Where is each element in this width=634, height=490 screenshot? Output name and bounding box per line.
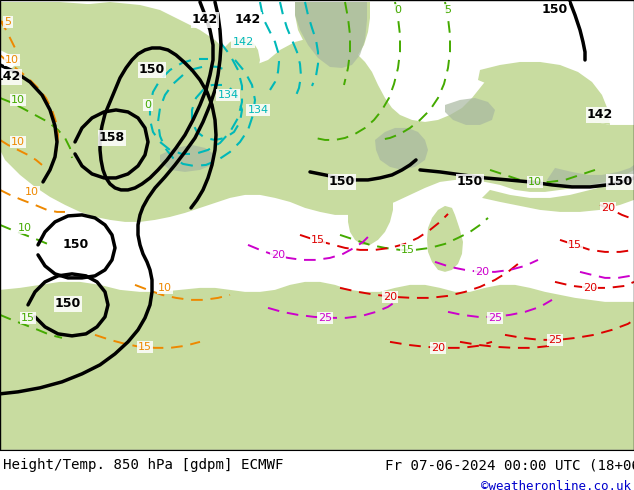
Polygon shape <box>445 98 495 125</box>
Text: 134: 134 <box>247 105 269 115</box>
Text: 150: 150 <box>139 64 165 76</box>
Polygon shape <box>105 128 193 210</box>
Polygon shape <box>427 206 463 272</box>
Polygon shape <box>295 2 367 68</box>
Polygon shape <box>478 62 610 125</box>
Polygon shape <box>0 282 634 450</box>
Text: 20: 20 <box>271 250 285 260</box>
Text: 0: 0 <box>394 5 401 15</box>
Text: 15: 15 <box>568 240 582 250</box>
Text: 142: 142 <box>192 14 218 26</box>
Polygon shape <box>482 180 634 212</box>
Text: 5: 5 <box>444 5 451 15</box>
Text: Fr 07-06-2024 00:00 UTC (18+06): Fr 07-06-2024 00:00 UTC (18+06) <box>385 458 634 472</box>
Polygon shape <box>375 128 428 170</box>
Text: 142: 142 <box>235 14 261 26</box>
Text: ©weatheronline.co.uk: ©weatheronline.co.uk <box>481 480 631 490</box>
Polygon shape <box>0 2 100 60</box>
Text: 10: 10 <box>158 283 172 293</box>
Text: 25: 25 <box>318 313 332 323</box>
Text: 20: 20 <box>431 343 445 353</box>
Text: 150: 150 <box>607 175 633 189</box>
Text: 25: 25 <box>548 335 562 345</box>
Text: 150: 150 <box>63 239 89 251</box>
Text: 150: 150 <box>457 175 483 189</box>
Text: 20: 20 <box>583 283 597 293</box>
Text: 158: 158 <box>99 131 125 145</box>
Text: 15: 15 <box>21 313 35 323</box>
Text: 142: 142 <box>587 108 613 122</box>
Text: 20: 20 <box>601 203 615 213</box>
Text: 15: 15 <box>401 245 415 255</box>
Polygon shape <box>348 160 393 245</box>
Text: 5: 5 <box>4 17 11 27</box>
Text: Height/Temp. 850 hPa [gdpm] ECMWF: Height/Temp. 850 hPa [gdpm] ECMWF <box>3 458 283 472</box>
Text: 20: 20 <box>383 292 397 302</box>
Text: 142: 142 <box>233 37 254 47</box>
Polygon shape <box>547 165 634 188</box>
Text: 15: 15 <box>138 342 152 352</box>
Text: 10: 10 <box>528 177 542 187</box>
Text: 10: 10 <box>5 55 19 65</box>
Text: 15: 15 <box>311 235 325 245</box>
Polygon shape <box>210 38 260 90</box>
Text: 150: 150 <box>329 175 355 189</box>
Text: 10: 10 <box>25 187 39 197</box>
Polygon shape <box>0 2 634 222</box>
Text: 150: 150 <box>55 297 81 310</box>
Polygon shape <box>295 2 370 65</box>
Text: 150: 150 <box>542 3 568 17</box>
Text: 10: 10 <box>11 137 25 147</box>
Text: 25: 25 <box>488 313 502 323</box>
Text: 0: 0 <box>145 100 152 110</box>
Polygon shape <box>160 145 215 172</box>
Text: 10: 10 <box>11 95 25 105</box>
Text: 142: 142 <box>0 71 21 83</box>
Text: 10: 10 <box>18 223 32 233</box>
Text: 20: 20 <box>475 267 489 277</box>
Text: 134: 134 <box>217 90 238 100</box>
